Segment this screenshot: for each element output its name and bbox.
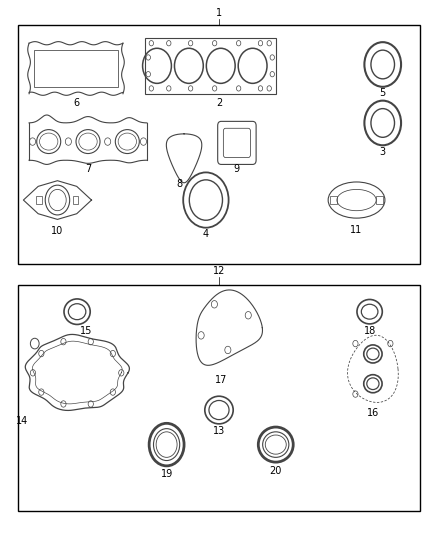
Circle shape <box>270 55 275 60</box>
Text: 15: 15 <box>80 326 92 336</box>
Circle shape <box>270 71 275 77</box>
Circle shape <box>245 311 251 319</box>
Circle shape <box>149 86 153 91</box>
Circle shape <box>237 41 241 46</box>
Circle shape <box>225 346 231 354</box>
Text: 5: 5 <box>380 88 386 99</box>
Bar <box>36 196 42 204</box>
Circle shape <box>105 138 111 146</box>
Circle shape <box>119 369 124 376</box>
Text: 12: 12 <box>213 265 225 276</box>
Circle shape <box>149 41 153 46</box>
Text: 4: 4 <box>203 229 209 239</box>
Text: 16: 16 <box>367 408 379 418</box>
Circle shape <box>146 71 150 77</box>
Text: 11: 11 <box>350 224 363 235</box>
Circle shape <box>65 138 71 146</box>
Text: 1: 1 <box>216 7 222 18</box>
Circle shape <box>188 86 193 91</box>
Circle shape <box>110 389 116 395</box>
Circle shape <box>110 350 116 357</box>
Circle shape <box>146 55 150 60</box>
Text: 10: 10 <box>51 226 64 236</box>
Circle shape <box>212 86 217 91</box>
Text: 19: 19 <box>160 469 173 479</box>
Circle shape <box>258 86 263 91</box>
Circle shape <box>39 389 44 395</box>
Bar <box>18 285 420 511</box>
Circle shape <box>198 332 204 339</box>
Circle shape <box>39 350 44 357</box>
Text: 9: 9 <box>234 165 240 174</box>
Text: 2: 2 <box>216 98 222 108</box>
Text: 13: 13 <box>213 426 225 436</box>
Circle shape <box>88 401 93 407</box>
Circle shape <box>237 86 241 91</box>
Bar <box>376 196 383 204</box>
Circle shape <box>353 391 358 397</box>
Text: 3: 3 <box>380 147 386 157</box>
Text: 17: 17 <box>215 375 227 385</box>
Circle shape <box>166 41 171 46</box>
Text: 7: 7 <box>85 165 91 174</box>
Circle shape <box>267 41 272 46</box>
Text: 18: 18 <box>364 326 376 336</box>
Circle shape <box>61 338 66 345</box>
Circle shape <box>212 41 217 46</box>
Circle shape <box>188 41 193 46</box>
Circle shape <box>166 86 171 91</box>
Bar <box>145 38 276 94</box>
Bar <box>330 196 337 204</box>
Circle shape <box>353 341 358 347</box>
Bar <box>73 196 78 204</box>
Bar <box>18 25 420 264</box>
Text: 8: 8 <box>177 179 183 189</box>
Circle shape <box>30 369 35 376</box>
Text: 6: 6 <box>73 98 79 108</box>
Circle shape <box>61 401 66 407</box>
Circle shape <box>29 138 35 146</box>
Circle shape <box>141 138 147 146</box>
Text: 20: 20 <box>269 466 282 476</box>
Circle shape <box>258 41 263 46</box>
Circle shape <box>88 338 93 345</box>
Text: 14: 14 <box>16 416 28 426</box>
Bar <box>34 50 118 87</box>
Circle shape <box>388 341 393 347</box>
Circle shape <box>212 301 217 308</box>
Circle shape <box>267 86 272 91</box>
